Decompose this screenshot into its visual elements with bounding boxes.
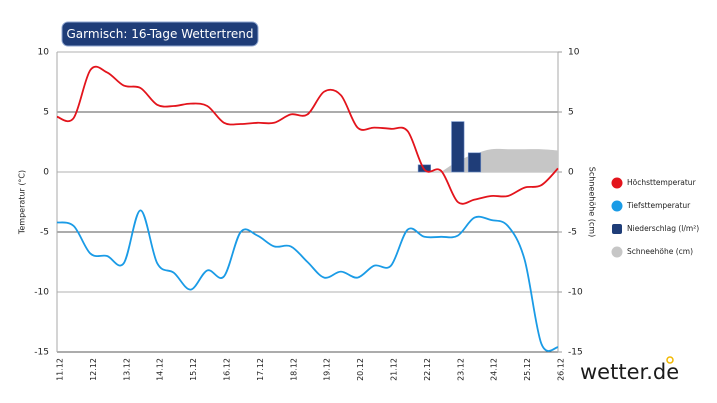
x-tick-label: 22.12 bbox=[423, 358, 432, 381]
legend-swatch bbox=[611, 177, 623, 189]
title-box bbox=[61, 21, 259, 47]
x-tick-label: 26.12 bbox=[557, 358, 566, 381]
legend-swatch bbox=[611, 200, 623, 212]
x-tick-label: 21.12 bbox=[390, 358, 399, 381]
y2-tick-label: -15 bbox=[568, 348, 583, 358]
x-tick-label: 25.12 bbox=[523, 358, 532, 381]
legend-label: Schneehöhe (cm) bbox=[627, 247, 693, 256]
brand-dot bbox=[666, 356, 674, 364]
y-tick-label: 0 bbox=[43, 168, 49, 178]
chart-title: Garmisch: 16-Tage Wettertrend bbox=[67, 27, 254, 41]
legend-label: Niederschlag (l/m²) bbox=[627, 224, 699, 233]
temp-line bbox=[56, 209, 559, 352]
y2-tick-label: -5 bbox=[568, 228, 577, 238]
y2-tick-label: -10 bbox=[568, 288, 583, 298]
x-tick-label: 15.12 bbox=[189, 358, 198, 381]
legend-label: Höchsttemperatur bbox=[627, 178, 697, 187]
y-axis-title: Temperatur (°C) bbox=[18, 170, 27, 235]
legend-swatch bbox=[611, 246, 623, 258]
precip-bar bbox=[451, 121, 465, 173]
x-tick-label: 23.12 bbox=[456, 358, 465, 381]
x-tick-label: 16.12 bbox=[223, 358, 232, 381]
y-tick-label: 10 bbox=[38, 48, 50, 58]
x-tick-label: 24.12 bbox=[490, 358, 499, 381]
precip-bar bbox=[467, 152, 482, 173]
y-tick-label: 5 bbox=[43, 108, 49, 118]
brand: wetter.de bbox=[580, 360, 679, 384]
y-tick-label: -5 bbox=[40, 228, 49, 238]
x-tick-label: 11.12 bbox=[56, 358, 65, 381]
y-tick-label: -15 bbox=[34, 348, 49, 358]
legend-label: Tiefsttemperatur bbox=[626, 201, 691, 210]
legend-swatch bbox=[612, 224, 622, 234]
y2-tick-label: 10 bbox=[568, 48, 580, 58]
y2-tick-label: 5 bbox=[568, 108, 574, 118]
x-tick-label: 18.12 bbox=[289, 358, 298, 381]
y-tick-label: -10 bbox=[34, 288, 49, 298]
x-tick-label: 20.12 bbox=[356, 358, 365, 381]
temp-line bbox=[56, 65, 559, 205]
x-tick-label: 12.12 bbox=[89, 358, 98, 381]
x-tick-label: 17.12 bbox=[256, 358, 265, 381]
y2-tick-label: 0 bbox=[568, 168, 574, 178]
x-tick-label: 19.12 bbox=[323, 358, 332, 381]
y2-axis-title: Schneehöhe (cm) bbox=[588, 167, 597, 237]
x-tick-label: 13.12 bbox=[122, 358, 131, 381]
x-tick-label: 14.12 bbox=[156, 358, 165, 381]
